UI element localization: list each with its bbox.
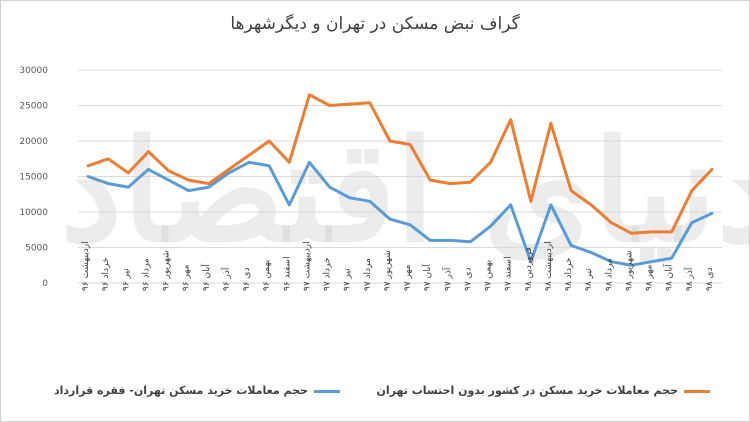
y-tick-label: 20000 <box>19 137 48 147</box>
y-axis-ticks: 0 5000 10000 15000 20000 25000 30000 <box>19 66 48 289</box>
x-tick-label: آبان ۹۷ <box>421 264 433 291</box>
x-tick-label: دی ۹۶ <box>242 267 252 291</box>
x-tick-label: آذر ۹۷ <box>441 267 453 291</box>
series-line-orange <box>86 93 714 235</box>
x-tick-label: خرداد ۹۸ <box>564 257 574 291</box>
x-tick-label: بهمن ۹۶ <box>262 260 272 291</box>
y-tick-label: 0 <box>42 279 48 289</box>
x-tick-label: بهمن ۹۷ <box>484 260 494 291</box>
x-tick-label: اسفند ۹۶ <box>282 256 292 291</box>
series-line-blue <box>86 160 714 267</box>
gridlines <box>78 69 722 284</box>
legend-series-blue: حجم معاملات خرید مسکن تهران- فقره قراردا… <box>54 384 340 397</box>
x-tick-label: دی ۹۸ <box>705 267 715 291</box>
legend-series-orange: حجم معاملات خرید مسکن در کشور بدون احتسا… <box>376 384 710 397</box>
y-tick-label: 5000 <box>25 244 48 254</box>
x-tick-label: مرداد ۹۸ <box>604 258 614 291</box>
x-tick-label: شهریور ۹۸ <box>624 250 634 291</box>
y-tick-label: 15000 <box>19 173 48 183</box>
x-tick-label: مرداد ۹۷ <box>363 258 373 291</box>
x-tick-label: مهر ۹۶ <box>182 264 192 291</box>
x-tick-label: فروردین ۹۸ <box>524 247 534 291</box>
x-tick-label: آذر ۹۸ <box>683 267 695 291</box>
x-tick-label: تیر ۹۷ <box>343 268 353 291</box>
legend-label-orange: حجم معاملات خرید مسکن در کشور بدون احتسا… <box>376 384 678 397</box>
x-tick-label: تیر ۹۸ <box>584 268 594 291</box>
y-tick-label: 30000 <box>19 66 48 76</box>
legend-label-blue: حجم معاملات خرید مسکن تهران- فقره قراردا… <box>53 384 308 397</box>
x-tick-label: خرداد ۹۶ <box>101 257 111 291</box>
x-tick-label: شهریور ۹۶ <box>162 250 172 291</box>
x-tick-label: آبان ۹۶ <box>200 264 212 291</box>
x-tick-label: اردیبهشت ۹۸ <box>544 241 554 291</box>
x-tick-label: دی ۹۷ <box>463 267 473 291</box>
x-tick-label: آذر ۹۶ <box>220 267 232 291</box>
x-tick-label: خرداد ۹۷ <box>323 257 333 291</box>
series-lines <box>86 93 714 267</box>
x-tick-label: مهر ۹۸ <box>645 264 655 291</box>
legend-swatch-orange <box>684 389 710 393</box>
x-tick-label: مهر ۹۷ <box>403 264 413 291</box>
y-tick-label: 10000 <box>19 208 48 218</box>
x-tick-label: تیر ۹۶ <box>121 268 131 291</box>
x-axis-ticks: اردیبهشت ۹۶ خرداد ۹۶ تیر ۹۶ مرداد ۹۶ شهریور … <box>81 241 715 291</box>
x-tick-label: مرداد ۹۶ <box>141 258 151 291</box>
x-tick-label: اردیبهشت ۹۶ <box>81 241 91 291</box>
x-tick-label: اسفند ۹۷ <box>504 256 514 291</box>
x-tick-label: اردیبهشت ۹۷ <box>302 241 312 291</box>
x-tick-label: آبان ۹۸ <box>663 264 675 291</box>
y-tick-label: 25000 <box>19 102 48 112</box>
x-tick-label: شهریور ۹۷ <box>383 250 393 291</box>
legend-swatch-blue <box>314 389 340 393</box>
chart-title: گراف نبض مسکن در تهران و دیگرشهرها <box>230 14 520 34</box>
